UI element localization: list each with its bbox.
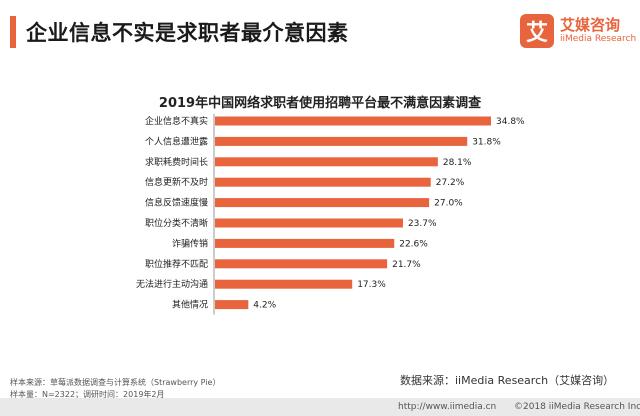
title-accent-bar [10, 16, 16, 48]
logo-name-cn: 艾媒咨询 [560, 16, 621, 34]
value-label: 21.7% [392, 260, 421, 270]
sample-source-note: 样本来源：草莓派数据调查与计算系统（Strawberry Pie） [10, 378, 221, 387]
value-label: 27.2% [436, 178, 465, 188]
value-label: 17.3% [357, 280, 386, 290]
category-label: 职位推荐不匹配 [145, 258, 208, 270]
watermark-url: http://www.iimedia.cn [398, 402, 497, 412]
category-label: 诈骗传销 [172, 237, 208, 249]
category-label: 信息反馈速度慢 [145, 197, 208, 209]
bar [215, 218, 403, 228]
chart-title: 2019年中国网络求职者使用招聘平台最不满意因素调查 [158, 96, 482, 111]
bar [215, 177, 431, 187]
bar [215, 300, 249, 310]
sample-info-note: 样本量：N=2322；调研时间：2019年2月 [10, 390, 165, 399]
value-label: 23.7% [408, 219, 437, 229]
bar-chart: 企业信息不真实 34.8% 个人信息遭泄露 31.8% 求职耗费时间长 28.1% 信息更新… [136, 114, 525, 315]
category-label: 职位分类不清晰 [145, 217, 208, 229]
category-label: 无法进行主动沟通 [136, 278, 208, 290]
value-label: 28.1% [443, 158, 472, 168]
bar [215, 198, 430, 208]
bar [215, 157, 438, 167]
bar [215, 279, 353, 289]
footer-bar [0, 398, 640, 416]
logo-badge: 艾 [520, 14, 554, 48]
value-label: 4.2% [253, 301, 276, 311]
page-title: 企业信息不实是求职者最介意因素 [26, 21, 349, 45]
bar [215, 116, 491, 126]
category-label: 求职耗费时间长 [145, 156, 208, 168]
copyright-text: ©2018 iiMedia Research Inc [514, 402, 640, 412]
category-label: 企业信息不真实 [145, 115, 208, 127]
bar [215, 136, 468, 146]
value-label: 27.0% [434, 199, 463, 209]
logo-name-en: iiMedia Research [560, 34, 637, 44]
value-label: 34.8% [496, 117, 525, 127]
bar [215, 238, 395, 248]
value-label: 22.6% [399, 239, 428, 249]
header: 企业信息不实是求职者最介意因素 艾 艾媒咨询 iiMedia Research [0, 0, 640, 62]
data-source: 数据来源：iiMedia Research（艾媒咨询） [400, 374, 615, 387]
category-label: 个人信息遭泄露 [145, 135, 208, 147]
category-label: 其他情况 [172, 299, 208, 311]
brand-logo: 艾 艾媒咨询 iiMedia Research [520, 14, 636, 50]
value-label: 31.8% [472, 137, 501, 147]
category-label: 信息更新不及时 [145, 176, 208, 188]
bar [215, 259, 388, 269]
